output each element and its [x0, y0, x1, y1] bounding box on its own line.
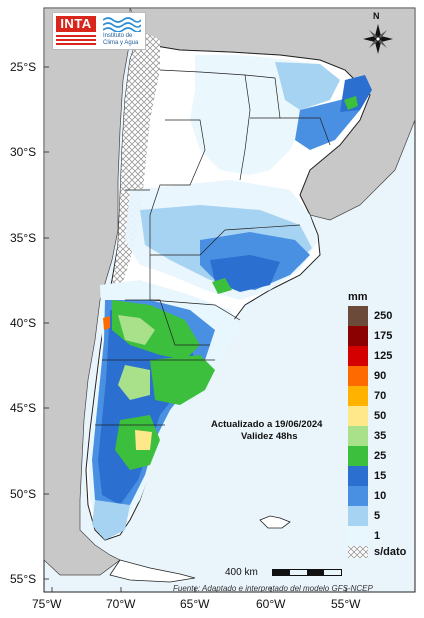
tierra-del-fuego [109, 559, 196, 583]
lat-label-35s: 35°S [10, 231, 37, 245]
scale-bar-icon [273, 570, 324, 575]
rain-25mm-buenos-aires [212, 278, 232, 294]
legend-value: 125 [374, 350, 393, 362]
rain-25mm-misiones [344, 96, 358, 110]
legend-swatch [348, 526, 368, 546]
precipitation-overlay [88, 55, 372, 540]
axis-ticks [44, 66, 347, 592]
lat-label-40s: 40°S [10, 316, 37, 330]
legend-item: 35 [345, 426, 423, 446]
logos-panel: INTA Instituto de Clima y Agua [52, 12, 146, 50]
legend-value: 250 [374, 310, 393, 322]
legend-value: 175 [374, 330, 393, 342]
nodata-hatch-icon [348, 546, 368, 558]
rain-35mm-santa-cruz [135, 430, 152, 450]
rain-orange-spot [103, 316, 110, 330]
legend-item: 1 [345, 526, 423, 546]
rain-1mm-south [92, 500, 130, 540]
legend-value: 15 [374, 470, 387, 482]
lat-label-55s: 55°S [10, 572, 37, 586]
legend-swatch [348, 466, 368, 486]
lon-label-70w: 70°W [106, 597, 136, 611]
precipitation-legend: mm 250 175 125 90 70 50 35 25 15 10 5 1 s/dato [345, 291, 423, 561]
legend-item: 15 [345, 466, 423, 486]
lat-label-50s: 50°S [10, 487, 37, 501]
scale-label: 400 km [225, 567, 258, 578]
compass-rose-icon [363, 24, 393, 54]
legend-item: 175 [345, 326, 423, 346]
legend-item: 250 [345, 306, 423, 326]
lon-label-75w: 75°W [32, 597, 62, 611]
inta-logo: INTA [56, 16, 96, 32]
legend-value: 50 [374, 410, 387, 422]
validity-text: Validez 48hs [241, 431, 298, 442]
rain-35mm-patagonia-north [118, 315, 155, 345]
legend-swatch [348, 366, 368, 386]
legend-swatch [348, 446, 368, 466]
legend-item: 5 [345, 506, 423, 526]
legend-swatch [348, 406, 368, 426]
legend-nodata-label: s/dato [374, 546, 407, 558]
lon-label-60w: 60°W [256, 597, 286, 611]
legend-value: 5 [374, 510, 381, 522]
legend-swatch [348, 386, 368, 406]
rain-35mm-chubut [118, 365, 150, 400]
malvinas-islands [259, 515, 291, 529]
legend-swatch [348, 346, 368, 366]
legend-value: 90 [374, 370, 387, 382]
legend-item: 70 [345, 386, 423, 406]
lat-label-25s: 25°S [10, 60, 37, 74]
lon-label-65w: 65°W [180, 597, 210, 611]
nodata-andes-region [112, 30, 160, 285]
ica-logo-line2: Clima y Agua [103, 40, 139, 46]
legend-value: 25 [374, 450, 387, 462]
ica-waves-icon [103, 17, 141, 32]
legend-item: 125 [345, 346, 423, 366]
inta-stripes-icon [56, 35, 96, 45]
scale-bar [272, 569, 342, 576]
legend-value: 1 [374, 530, 381, 542]
lat-label-30s: 30°S [10, 145, 37, 159]
chile-land [43, 7, 131, 576]
legend-value: 10 [374, 490, 387, 502]
legend-swatch [348, 306, 368, 326]
legend-value: 70 [374, 390, 387, 402]
legend-item-nodata: s/dato [345, 546, 423, 566]
legend-item: 25 [345, 446, 423, 466]
legend-title: mm [348, 291, 368, 303]
source-note: Fuente: Adaptado e interpretado del mode… [173, 584, 373, 593]
legend-swatch [348, 426, 368, 446]
legend-value: 35 [374, 430, 387, 442]
legend-swatch [348, 486, 368, 506]
legend-swatch [348, 506, 368, 526]
rain-25mm-chubut [150, 355, 215, 405]
ica-logo-line1: Instituto de [103, 33, 133, 39]
province-borders [95, 69, 331, 426]
rain-5mm-north [275, 62, 340, 110]
legend-swatch [348, 326, 368, 346]
legend-item: 90 [345, 366, 423, 386]
legend-item: 10 [345, 486, 423, 506]
lat-label-45s: 45°S [10, 401, 37, 415]
lon-label-55w: 55°W [331, 597, 361, 611]
legend-item: 50 [345, 406, 423, 426]
update-date: Actualizado a 19/06/2024 [211, 419, 323, 430]
north-label: N [373, 11, 380, 21]
